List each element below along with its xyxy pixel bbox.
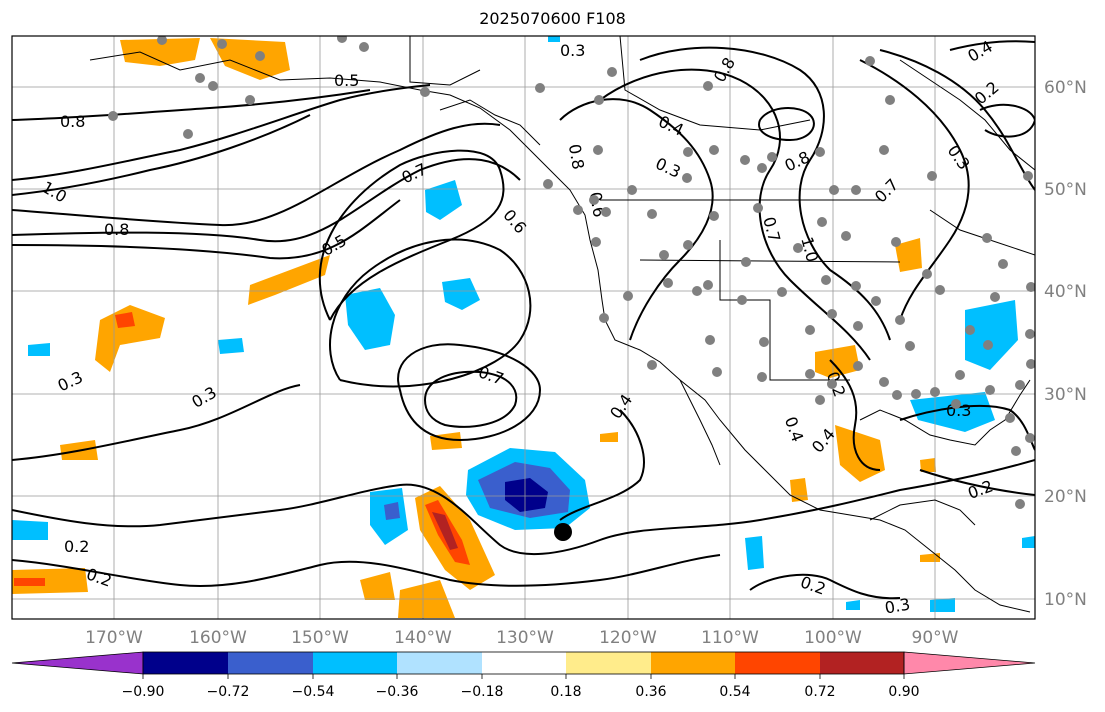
lon-label: 120°W xyxy=(599,628,657,648)
colorbar-segment xyxy=(143,652,228,674)
contour-lines xyxy=(12,40,1035,600)
station-markers xyxy=(108,36,1035,509)
lon-label: 100°W xyxy=(804,628,862,648)
colorbar-segment xyxy=(482,652,566,674)
colorbar: −0.90 −0.72 −0.54 −0.36 −0.18 0.18 0.36 … xyxy=(11,651,1036,700)
colorbar-segment xyxy=(735,652,820,674)
colorbar-segment xyxy=(228,652,313,674)
contour-label: 0.8 xyxy=(60,112,85,131)
map-border xyxy=(11,35,1036,620)
lon-label: 130°W xyxy=(496,628,554,648)
lon-label: 140°W xyxy=(394,628,452,648)
colorbar-segment xyxy=(397,652,482,674)
lat-label: 60°N xyxy=(1044,78,1087,98)
colorbar-segment xyxy=(820,652,904,674)
lon-label: 90°W xyxy=(912,628,959,648)
colorbar-high-extension xyxy=(903,651,1036,675)
colorbar-tick-label: −0.54 xyxy=(292,684,335,700)
colorbar-tick-label: −0.72 xyxy=(207,684,250,700)
colorbar-border xyxy=(142,651,905,675)
contour-label: 0.2 xyxy=(64,537,89,556)
contour-label: 0.3 xyxy=(560,41,585,60)
lon-label: 170°W xyxy=(85,628,143,648)
contour-label: 0.8 xyxy=(565,143,588,171)
lat-label: 40°N xyxy=(1044,282,1087,302)
colorbar-tick-label: 0.54 xyxy=(719,684,750,700)
lat-label: 30°N xyxy=(1044,385,1087,405)
map-title: 2025070600 F108 xyxy=(479,9,626,28)
colorbar-low-extension xyxy=(11,651,144,675)
colorbar-segment xyxy=(566,652,651,674)
contour-label: 0.3 xyxy=(883,594,911,617)
longitude-labels: 170°W 160°W 150°W 140°W 130°W 120°W 110°… xyxy=(85,628,959,648)
positive-anomaly-shading xyxy=(12,38,940,618)
contour-label: 0.5 xyxy=(334,71,359,90)
negative-anomaly-shading xyxy=(12,36,1035,612)
map-panel: 0.8 1.0 0.8 0.7 0.5 0.6 0.3 0.3 0.7 0.4 … xyxy=(12,36,1035,619)
contour-label: 0.8 xyxy=(104,220,129,239)
colorbar-segment xyxy=(313,652,397,674)
lon-label: 160°W xyxy=(189,628,247,648)
colorbar-tick-label: 0.36 xyxy=(635,684,666,700)
latitude-labels: 60°N 50°N 40°N 30°N 20°N 10°N xyxy=(1044,78,1087,610)
gridlines xyxy=(12,36,1035,619)
colorbar-segment xyxy=(651,652,735,674)
colorbar-tick-label: −0.36 xyxy=(376,684,419,700)
lat-label: 50°N xyxy=(1044,180,1087,200)
lat-label: 20°N xyxy=(1044,487,1087,507)
storm-center-marker xyxy=(554,523,572,541)
colorbar-tick-label: −0.18 xyxy=(461,684,504,700)
lon-label: 150°W xyxy=(291,628,349,648)
colorbar-tick-label: 0.18 xyxy=(550,684,581,700)
colorbar-tick-label: 0.90 xyxy=(888,684,919,700)
colorbar-tick-label: 0.72 xyxy=(804,684,835,700)
lat-label: 10°N xyxy=(1044,590,1087,610)
lon-label: 110°W xyxy=(701,628,759,648)
colorbar-tick-label: −0.90 xyxy=(122,684,165,700)
